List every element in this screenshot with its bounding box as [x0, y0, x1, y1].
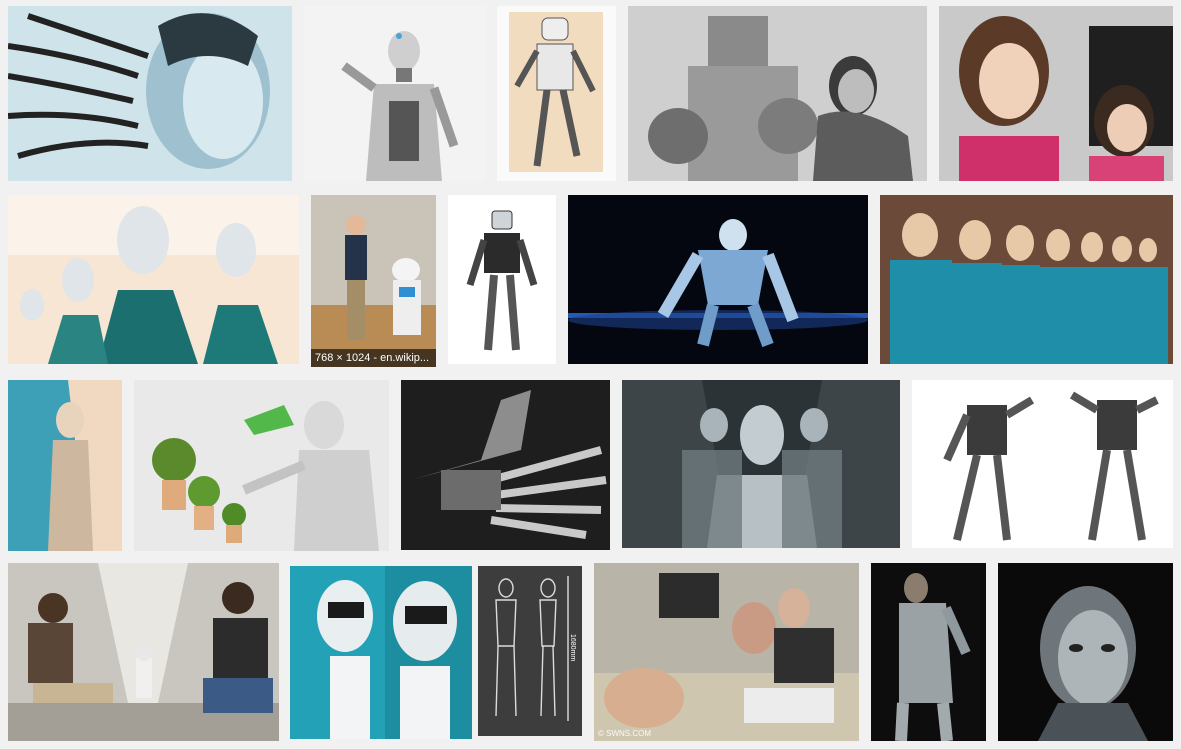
cyborg-woman-image	[998, 563, 1173, 741]
image-result-8[interactable]	[448, 195, 556, 364]
robot-head-cables-image	[8, 6, 292, 181]
robotic-hand-image	[401, 380, 610, 550]
image-result-2[interactable]	[304, 6, 486, 181]
image-result-18[interactable]: 1680mm	[478, 566, 582, 736]
image-result-15[interactable]	[912, 380, 1173, 548]
image-result-7[interactable]: 768 × 1024 - en.wikip...	[311, 195, 436, 367]
image-result-11[interactable]	[8, 380, 122, 551]
walking-robots-image	[912, 380, 1173, 548]
android-woman-image	[939, 6, 1173, 181]
robot-sketch-image	[497, 6, 616, 181]
people-small-robot-image	[8, 563, 279, 741]
image-result-1[interactable]	[8, 6, 292, 181]
female-robot-image	[304, 6, 486, 181]
robot-blueprint-image	[478, 566, 582, 736]
body-paint-robot-image	[871, 563, 986, 741]
image-result-6[interactable]	[8, 195, 299, 364]
female-robot-figure-image	[8, 380, 122, 551]
robot-watering-plants-image	[134, 380, 389, 551]
image-result-9[interactable]	[568, 195, 868, 364]
man-robot-handshake-image	[311, 195, 436, 367]
image-result-14[interactable]	[622, 380, 900, 548]
image-result-19[interactable]: © SWNS.COM	[594, 563, 859, 741]
image-result-3[interactable]	[497, 6, 616, 181]
humanoid-robot-image	[448, 195, 556, 364]
white-robot-heads-image	[290, 566, 472, 739]
image-result-16[interactable]	[8, 563, 279, 741]
image-result-12[interactable]	[134, 380, 389, 551]
image-result-13[interactable]	[401, 380, 610, 550]
image-result-17[interactable]	[290, 566, 472, 739]
image-result-20[interactable]	[871, 563, 986, 741]
vintage-robot-image	[628, 6, 927, 181]
image-size-caption: 768 × 1024 - en.wikip...	[311, 349, 436, 367]
female-androids-line-image	[880, 195, 1173, 364]
watermark-label: © SWNS.COM	[598, 729, 652, 738]
image-result-4[interactable]	[628, 6, 927, 181]
image-result-5[interactable]	[939, 6, 1173, 181]
robots-corridor-image	[622, 380, 900, 548]
blueprint-height-label: 1680mm	[569, 634, 576, 662]
image-result-10[interactable]	[880, 195, 1173, 364]
robot-heads-rows-image	[8, 195, 299, 364]
image-result-21[interactable]	[998, 563, 1173, 741]
blue-robot-image	[568, 195, 868, 364]
robot-heads-lab-image	[594, 563, 859, 741]
